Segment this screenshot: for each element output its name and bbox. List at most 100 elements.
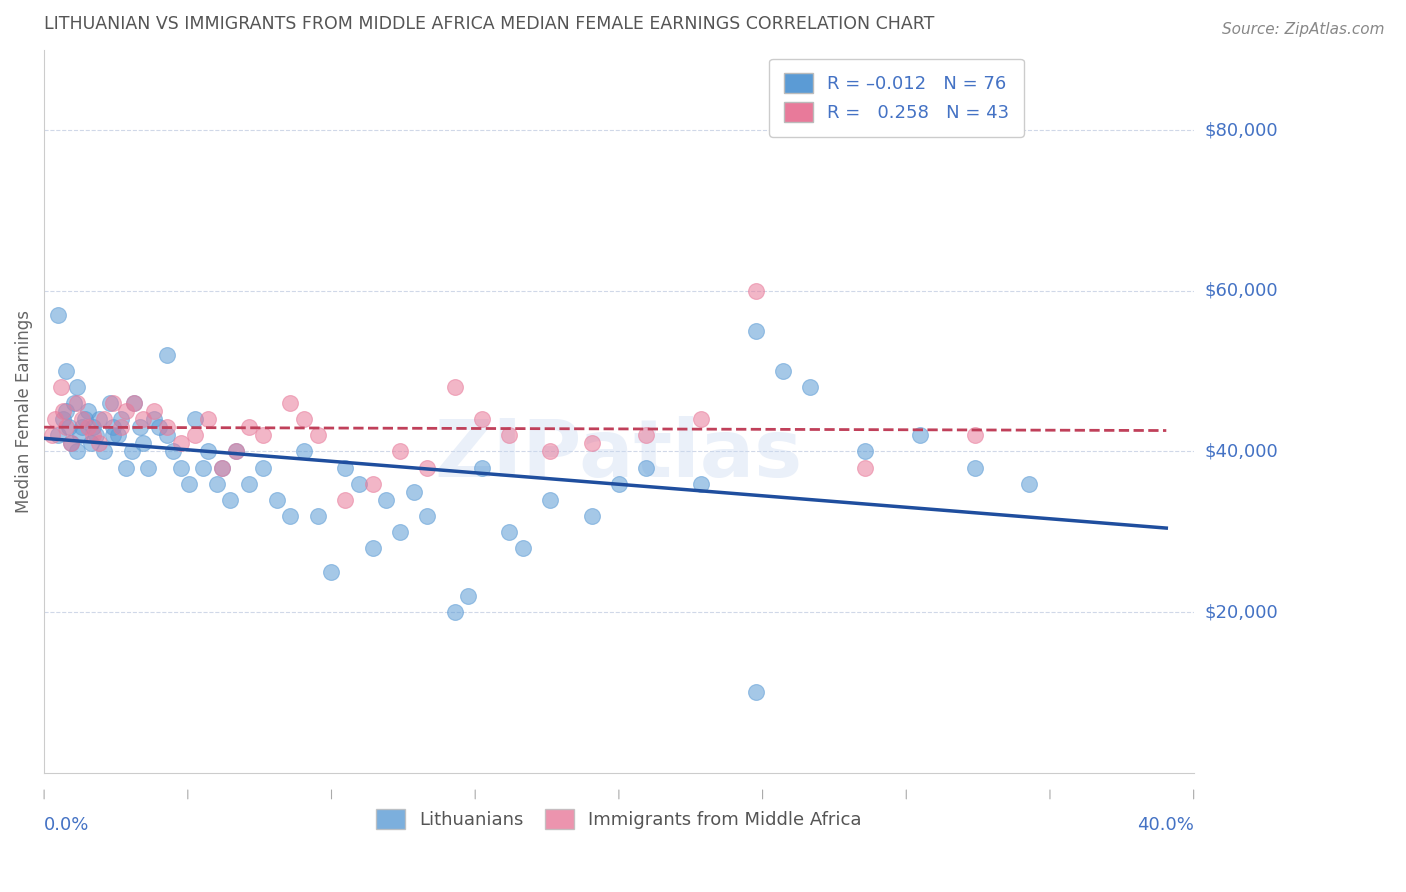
Point xyxy=(66,380,89,394)
Point xyxy=(211,460,233,475)
Point xyxy=(335,492,357,507)
Text: ZIPatlas: ZIPatlas xyxy=(434,416,803,493)
Point xyxy=(75,412,97,426)
Point xyxy=(388,444,411,458)
Point xyxy=(581,508,603,523)
Point xyxy=(124,396,146,410)
Point xyxy=(115,404,138,418)
Point xyxy=(745,284,768,298)
Point xyxy=(690,476,713,491)
Point xyxy=(142,412,165,426)
Point xyxy=(443,380,465,394)
Point xyxy=(124,396,146,410)
Point xyxy=(197,444,219,458)
Point xyxy=(66,396,89,410)
Point xyxy=(115,460,138,475)
Point xyxy=(540,492,562,507)
Point xyxy=(101,428,124,442)
Point xyxy=(58,420,80,434)
Point xyxy=(170,460,193,475)
Point xyxy=(219,492,242,507)
Point xyxy=(82,428,104,442)
Point xyxy=(471,412,494,426)
Point xyxy=(156,348,179,362)
Point xyxy=(799,380,821,394)
Text: Source: ZipAtlas.com: Source: ZipAtlas.com xyxy=(1222,22,1385,37)
Point xyxy=(66,444,89,458)
Point xyxy=(98,396,121,410)
Point xyxy=(142,404,165,418)
Point xyxy=(191,460,214,475)
Text: $40,000: $40,000 xyxy=(1205,442,1278,460)
Point xyxy=(101,396,124,410)
Text: $60,000: $60,000 xyxy=(1205,282,1278,300)
Point xyxy=(908,428,931,442)
Point xyxy=(512,541,534,555)
Text: $80,000: $80,000 xyxy=(1205,121,1278,139)
Point xyxy=(1018,476,1040,491)
Point xyxy=(77,420,100,434)
Y-axis label: Median Female Earnings: Median Female Earnings xyxy=(15,310,32,513)
Point xyxy=(121,444,143,458)
Point xyxy=(82,420,104,434)
Point xyxy=(853,444,876,458)
Point xyxy=(443,605,465,619)
Point xyxy=(540,444,562,458)
Point xyxy=(205,476,228,491)
Point xyxy=(148,420,170,434)
Point xyxy=(636,460,658,475)
Point xyxy=(131,412,153,426)
Point xyxy=(170,436,193,450)
Point xyxy=(84,428,107,442)
Point xyxy=(110,420,132,434)
Point xyxy=(46,428,69,442)
Point xyxy=(69,428,91,442)
Point xyxy=(636,428,658,442)
Point xyxy=(225,444,247,458)
Point xyxy=(292,412,315,426)
Point xyxy=(963,460,986,475)
Point xyxy=(156,428,179,442)
Point xyxy=(211,460,233,475)
Point xyxy=(307,508,329,523)
Point xyxy=(280,396,302,410)
Point xyxy=(72,412,94,426)
Point xyxy=(93,412,115,426)
Point xyxy=(60,436,83,450)
Point xyxy=(498,524,520,539)
Point xyxy=(416,508,439,523)
Point xyxy=(335,460,357,475)
Point xyxy=(52,404,75,418)
Point xyxy=(87,436,110,450)
Point xyxy=(853,460,876,475)
Point xyxy=(361,541,384,555)
Point xyxy=(136,460,159,475)
Text: LITHUANIAN VS IMMIGRANTS FROM MIDDLE AFRICA MEDIAN FEMALE EARNINGS CORRELATION C: LITHUANIAN VS IMMIGRANTS FROM MIDDLE AFR… xyxy=(44,15,935,33)
Point xyxy=(60,436,83,450)
Point xyxy=(110,412,132,426)
Point xyxy=(46,308,69,322)
Point xyxy=(162,444,184,458)
Point xyxy=(963,428,986,442)
Point xyxy=(238,476,260,491)
Point xyxy=(41,428,63,442)
Point xyxy=(55,420,77,434)
Point xyxy=(107,428,129,442)
Point xyxy=(361,476,384,491)
Point xyxy=(52,412,75,426)
Point xyxy=(307,428,329,442)
Point xyxy=(179,476,201,491)
Point xyxy=(238,420,260,434)
Point xyxy=(375,492,398,507)
Point xyxy=(129,420,152,434)
Point xyxy=(101,420,124,434)
Point xyxy=(183,412,205,426)
Point xyxy=(416,460,439,475)
Point xyxy=(388,524,411,539)
Point xyxy=(607,476,630,491)
Point xyxy=(402,484,425,499)
Point xyxy=(183,428,205,442)
Point xyxy=(72,420,94,434)
Point xyxy=(87,412,110,426)
Point xyxy=(772,364,794,378)
